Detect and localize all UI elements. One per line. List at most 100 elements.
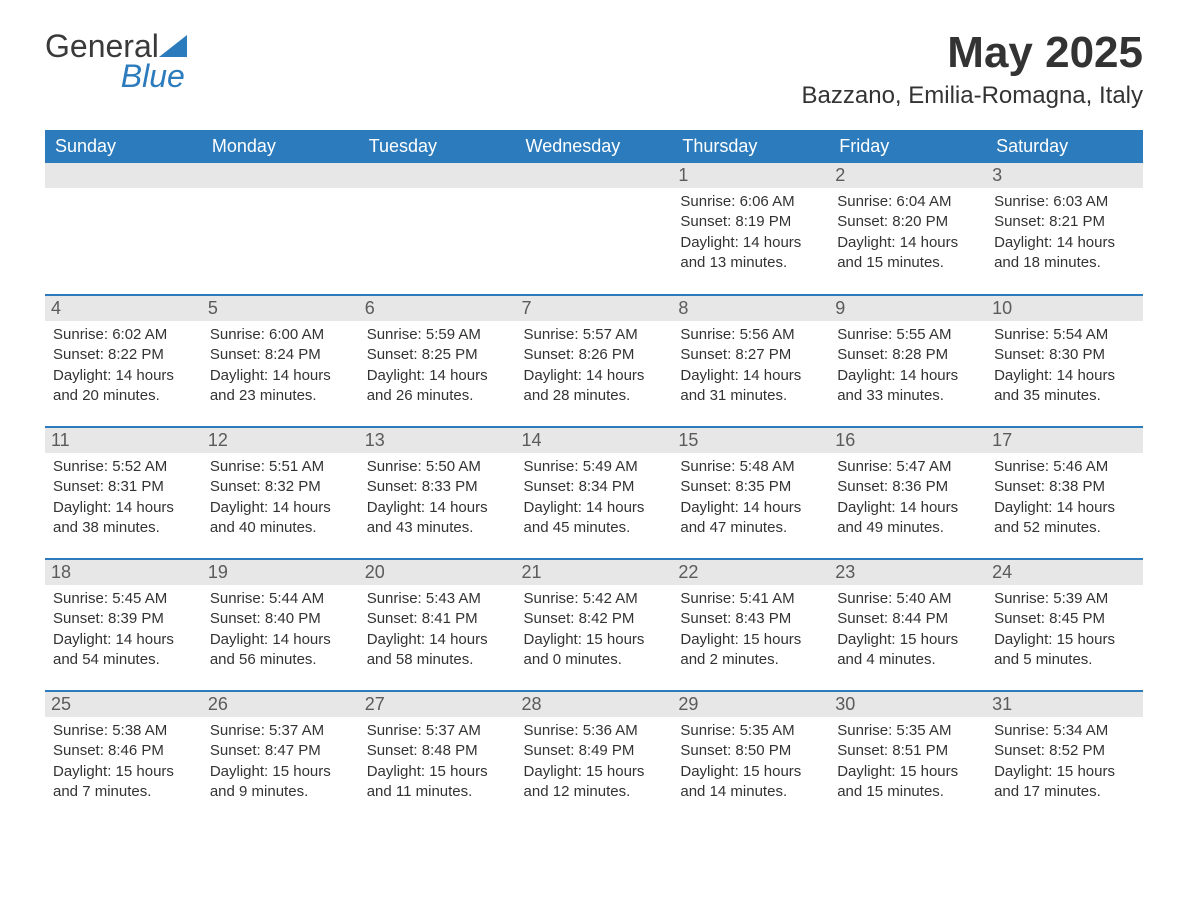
day-info-line: Sunset: 8:34 PM	[524, 477, 665, 497]
day-info-line: Sunrise: 5:44 AM	[210, 589, 351, 609]
day-cell	[45, 163, 202, 295]
day-cell: 4Sunrise: 6:02 AMSunset: 8:22 PMDaylight…	[45, 295, 202, 427]
day-info: Sunrise: 5:46 AMSunset: 8:38 PMDaylight:…	[992, 457, 1137, 538]
day-info: Sunrise: 5:34 AMSunset: 8:52 PMDaylight:…	[992, 721, 1137, 802]
day-number: 19	[202, 560, 359, 585]
day-info-line: Sunrise: 5:35 AM	[680, 721, 821, 741]
day-info-line: Daylight: 14 hours	[367, 366, 508, 386]
day-info-line: Daylight: 14 hours	[53, 366, 194, 386]
weekday-header-row: SundayMondayTuesdayWednesdayThursdayFrid…	[45, 130, 1143, 163]
day-info-line: Daylight: 15 hours	[994, 630, 1135, 650]
day-info-line: Daylight: 15 hours	[210, 762, 351, 782]
day-cell: 18Sunrise: 5:45 AMSunset: 8:39 PMDayligh…	[45, 559, 202, 691]
day-info: Sunrise: 5:43 AMSunset: 8:41 PMDaylight:…	[365, 589, 510, 670]
day-number: 10	[986, 296, 1143, 321]
day-info-line: Sunrise: 5:54 AM	[994, 325, 1135, 345]
day-info-line: and 28 minutes.	[524, 386, 665, 406]
day-info-line: Daylight: 14 hours	[210, 630, 351, 650]
weekday-header: Monday	[202, 130, 359, 163]
day-info-line: Daylight: 14 hours	[367, 630, 508, 650]
logo: General Blue	[45, 30, 187, 92]
day-number: 20	[359, 560, 516, 585]
day-cell	[516, 163, 673, 295]
day-number: 12	[202, 428, 359, 453]
day-cell: 14Sunrise: 5:49 AMSunset: 8:34 PMDayligh…	[516, 427, 673, 559]
day-info-line: Sunset: 8:47 PM	[210, 741, 351, 761]
day-cell: 5Sunrise: 6:00 AMSunset: 8:24 PMDaylight…	[202, 295, 359, 427]
day-info: Sunrise: 5:48 AMSunset: 8:35 PMDaylight:…	[678, 457, 823, 538]
day-info: Sunrise: 5:35 AMSunset: 8:50 PMDaylight:…	[678, 721, 823, 802]
weekday-header: Tuesday	[359, 130, 516, 163]
day-info-line: Sunrise: 5:46 AM	[994, 457, 1135, 477]
day-info-line: and 40 minutes.	[210, 518, 351, 538]
day-info-line: Daylight: 14 hours	[53, 630, 194, 650]
day-info-line: Sunset: 8:19 PM	[680, 212, 821, 232]
calendar-body: 1Sunrise: 6:06 AMSunset: 8:19 PMDaylight…	[45, 163, 1143, 823]
day-info-line: Sunrise: 5:42 AM	[524, 589, 665, 609]
day-info-line: Sunset: 8:43 PM	[680, 609, 821, 629]
day-cell: 27Sunrise: 5:37 AMSunset: 8:48 PMDayligh…	[359, 691, 516, 823]
day-info-line: Sunrise: 5:59 AM	[367, 325, 508, 345]
day-info-line: Daylight: 15 hours	[524, 762, 665, 782]
day-info-line: Daylight: 15 hours	[994, 762, 1135, 782]
calendar-table: SundayMondayTuesdayWednesdayThursdayFrid…	[45, 130, 1143, 823]
day-number: 11	[45, 428, 202, 453]
day-cell: 15Sunrise: 5:48 AMSunset: 8:35 PMDayligh…	[672, 427, 829, 559]
day-info-line: Sunset: 8:33 PM	[367, 477, 508, 497]
weekday-header: Thursday	[672, 130, 829, 163]
day-info: Sunrise: 5:57 AMSunset: 8:26 PMDaylight:…	[522, 325, 667, 406]
day-info-line: Daylight: 14 hours	[837, 366, 978, 386]
day-info-line: Sunrise: 6:06 AM	[680, 192, 821, 212]
day-info-line: and 0 minutes.	[524, 650, 665, 670]
day-info: Sunrise: 5:42 AMSunset: 8:42 PMDaylight:…	[522, 589, 667, 670]
day-info: Sunrise: 5:59 AMSunset: 8:25 PMDaylight:…	[365, 325, 510, 406]
day-info-line: and 54 minutes.	[53, 650, 194, 670]
day-info-line: and 35 minutes.	[994, 386, 1135, 406]
day-info-line: Sunset: 8:32 PM	[210, 477, 351, 497]
day-info-line: Daylight: 14 hours	[837, 498, 978, 518]
empty-day-bar	[202, 163, 359, 188]
day-info: Sunrise: 5:56 AMSunset: 8:27 PMDaylight:…	[678, 325, 823, 406]
day-info-line: Daylight: 14 hours	[680, 498, 821, 518]
day-info: Sunrise: 6:06 AMSunset: 8:19 PMDaylight:…	[678, 192, 823, 273]
day-info-line: Daylight: 14 hours	[524, 366, 665, 386]
day-info-line: and 47 minutes.	[680, 518, 821, 538]
day-info-line: Sunrise: 5:55 AM	[837, 325, 978, 345]
day-info-line: Sunset: 8:51 PM	[837, 741, 978, 761]
day-cell: 19 Sunrise: 5:44 AMSunset: 8:40 PMDayligh…	[202, 559, 359, 691]
day-info-line: Sunset: 8:39 PM	[53, 609, 194, 629]
day-info: Sunrise: 5:55 AMSunset: 8:28 PMDaylight:…	[835, 325, 980, 406]
day-number: 30	[829, 692, 986, 717]
day-info-line: Sunset: 8:44 PM	[837, 609, 978, 629]
day-info: Sunrise: 6:02 AMSunset: 8:22 PMDaylight:…	[51, 325, 196, 406]
day-info-line: and 15 minutes.	[837, 782, 978, 802]
day-cell: 13Sunrise: 5:50 AMSunset: 8:33 PMDayligh…	[359, 427, 516, 559]
day-cell	[202, 163, 359, 295]
day-info: Sunrise: 6:03 AMSunset: 8:21 PMDaylight:…	[992, 192, 1137, 273]
day-info: Sunrise: 5:44 AMSunset: 8:40 PMDaylight:…	[208, 589, 353, 670]
day-number: 27	[359, 692, 516, 717]
week-row: 18Sunrise: 5:45 AMSunset: 8:39 PMDayligh…	[45, 559, 1143, 691]
day-info-line: Sunrise: 5:50 AM	[367, 457, 508, 477]
day-info-line: Sunset: 8:25 PM	[367, 345, 508, 365]
day-info-line: Daylight: 14 hours	[210, 366, 351, 386]
day-info-line: and 33 minutes.	[837, 386, 978, 406]
day-info-line: and 14 minutes.	[680, 782, 821, 802]
day-info-line: Daylight: 14 hours	[367, 498, 508, 518]
day-number: 9	[829, 296, 986, 321]
day-info: Sunrise: 5:54 AMSunset: 8:30 PMDaylight:…	[992, 325, 1137, 406]
day-info-line: Daylight: 15 hours	[680, 762, 821, 782]
day-number: 25	[45, 692, 202, 717]
day-info-line: Sunset: 8:26 PM	[524, 345, 665, 365]
week-row: 11Sunrise: 5:52 AMSunset: 8:31 PMDayligh…	[45, 427, 1143, 559]
day-info-line: Sunset: 8:49 PM	[524, 741, 665, 761]
day-number: 1	[672, 163, 829, 188]
day-cell: 9 Sunrise: 5:55 AMSunset: 8:28 PMDaylight…	[829, 295, 986, 427]
day-info-line: Daylight: 14 hours	[53, 498, 194, 518]
topbar: General Blue May 2025 Bazzano, Emilia-Ro…	[45, 30, 1143, 124]
day-number: 3	[986, 163, 1143, 188]
day-cell: 22Sunrise: 5:41 AMSunset: 8:43 PMDayligh…	[672, 559, 829, 691]
day-info-line: and 49 minutes.	[837, 518, 978, 538]
day-info-line: and 52 minutes.	[994, 518, 1135, 538]
day-info-line: Sunrise: 6:00 AM	[210, 325, 351, 345]
